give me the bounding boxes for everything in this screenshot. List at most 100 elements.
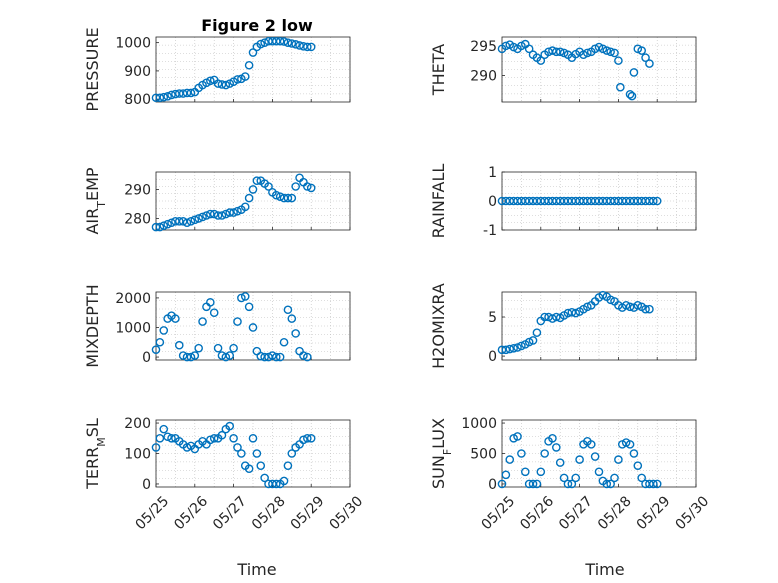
data-point bbox=[271, 352, 281, 362]
data-point bbox=[275, 352, 285, 362]
data-point bbox=[186, 352, 196, 362]
figure-title: Figure 2 low bbox=[201, 16, 313, 35]
ytick-label-terr_msl: 100 bbox=[124, 447, 151, 463]
data-point bbox=[303, 433, 312, 443]
xtick-label: 05/27 bbox=[210, 493, 250, 533]
series-h2omixra bbox=[497, 290, 654, 355]
data-point bbox=[159, 326, 169, 335]
data-point bbox=[552, 47, 561, 57]
xtick-label: 05/25 bbox=[478, 493, 518, 533]
data-point bbox=[633, 461, 643, 470]
data-point bbox=[248, 323, 258, 332]
subplot-h2omixra: 0 5 H2OMIXRA bbox=[429, 283, 697, 369]
data-point bbox=[548, 46, 557, 55]
data-point bbox=[244, 302, 254, 312]
data-point bbox=[602, 46, 612, 55]
data-point bbox=[513, 343, 522, 352]
data-point bbox=[256, 461, 266, 470]
grid-theta bbox=[501, 37, 697, 102]
xtick-label: 05/26 bbox=[171, 493, 211, 533]
ytick-label-h2omixra: 0 bbox=[488, 349, 497, 365]
series-theta bbox=[497, 39, 654, 101]
data-point bbox=[505, 455, 515, 464]
data-point bbox=[528, 336, 538, 345]
subplot-mixdepth: 0 1000 2000 MIXDEPTH bbox=[83, 284, 351, 368]
data-point bbox=[571, 308, 581, 318]
ytick-label-air_temp: 290 bbox=[124, 182, 151, 198]
data-point bbox=[248, 48, 258, 57]
data-point bbox=[264, 182, 273, 191]
data-point bbox=[649, 479, 658, 489]
data-point bbox=[279, 337, 289, 347]
data-point bbox=[206, 298, 215, 307]
xtick-label: 05/28 bbox=[595, 493, 635, 533]
data-point bbox=[240, 202, 250, 212]
data-point bbox=[194, 343, 203, 353]
ytick-label-sun_flux: 500 bbox=[470, 447, 497, 463]
data-point bbox=[233, 443, 242, 452]
data-point bbox=[652, 479, 662, 489]
subplot-rainfall: -1 0 1 RAINFALL bbox=[429, 164, 697, 239]
data-point bbox=[198, 212, 207, 222]
data-point bbox=[602, 479, 612, 489]
xtick-label: 05/27 bbox=[556, 493, 596, 533]
data-point bbox=[174, 216, 184, 226]
data-point bbox=[240, 72, 250, 81]
ylabel-terr_msl: TERRMSL bbox=[83, 418, 108, 490]
ytick-label-terr_msl: 0 bbox=[142, 477, 151, 493]
xtick-label: 05/30 bbox=[326, 493, 366, 533]
data-point bbox=[252, 346, 262, 356]
data-point bbox=[501, 41, 511, 51]
data-point bbox=[151, 222, 161, 232]
data-point bbox=[217, 211, 227, 220]
data-point bbox=[606, 479, 615, 489]
data-point bbox=[299, 351, 308, 360]
data-point bbox=[629, 68, 639, 77]
data-point bbox=[540, 312, 549, 322]
data-point bbox=[283, 461, 293, 470]
data-point bbox=[163, 432, 172, 442]
ylabel-pressure: PRESSURE bbox=[83, 27, 102, 111]
ytick-label-terr_msl: 200 bbox=[124, 416, 151, 432]
data-point bbox=[151, 443, 161, 452]
ytick-label-pressure: 1000 bbox=[115, 36, 151, 52]
data-point bbox=[287, 193, 297, 203]
ylabel-h2omixra: H2OMIXRA bbox=[429, 283, 448, 369]
data-point bbox=[256, 39, 266, 49]
data-point bbox=[552, 443, 561, 452]
ylabel-air_temp: AIRTEMP bbox=[83, 167, 108, 234]
data-point bbox=[244, 464, 254, 474]
data-point bbox=[237, 449, 246, 458]
data-point bbox=[279, 476, 289, 486]
data-point bbox=[271, 190, 281, 200]
data-point bbox=[291, 329, 300, 338]
data-point bbox=[625, 302, 635, 312]
xtick-label: 05/29 bbox=[634, 493, 674, 533]
ytick-label-sun_flux: 1000 bbox=[461, 416, 497, 432]
data-point bbox=[306, 433, 316, 443]
data-point bbox=[248, 433, 258, 443]
data-point bbox=[151, 345, 161, 354]
data-point bbox=[652, 196, 662, 206]
data-point bbox=[291, 182, 300, 191]
ytick-label-theta: 295 bbox=[470, 39, 497, 55]
data-point bbox=[594, 467, 604, 477]
data-point bbox=[513, 432, 522, 441]
data-point bbox=[610, 48, 619, 58]
data-point bbox=[182, 218, 192, 228]
data-point bbox=[209, 209, 219, 219]
series-air_temp bbox=[151, 173, 316, 232]
data-point bbox=[252, 449, 262, 458]
data-point bbox=[178, 351, 188, 360]
data-point bbox=[194, 214, 203, 223]
xtick-label: 05/26 bbox=[517, 493, 557, 533]
data-point bbox=[206, 76, 215, 86]
ytick-label-theta: 290 bbox=[470, 68, 497, 84]
data-point bbox=[571, 473, 581, 483]
ytick-label-pressure: 900 bbox=[124, 64, 151, 80]
data-point bbox=[225, 351, 235, 360]
data-point bbox=[625, 440, 635, 449]
data-point bbox=[295, 41, 304, 50]
ytick-label-mixdepth: 0 bbox=[142, 350, 151, 366]
